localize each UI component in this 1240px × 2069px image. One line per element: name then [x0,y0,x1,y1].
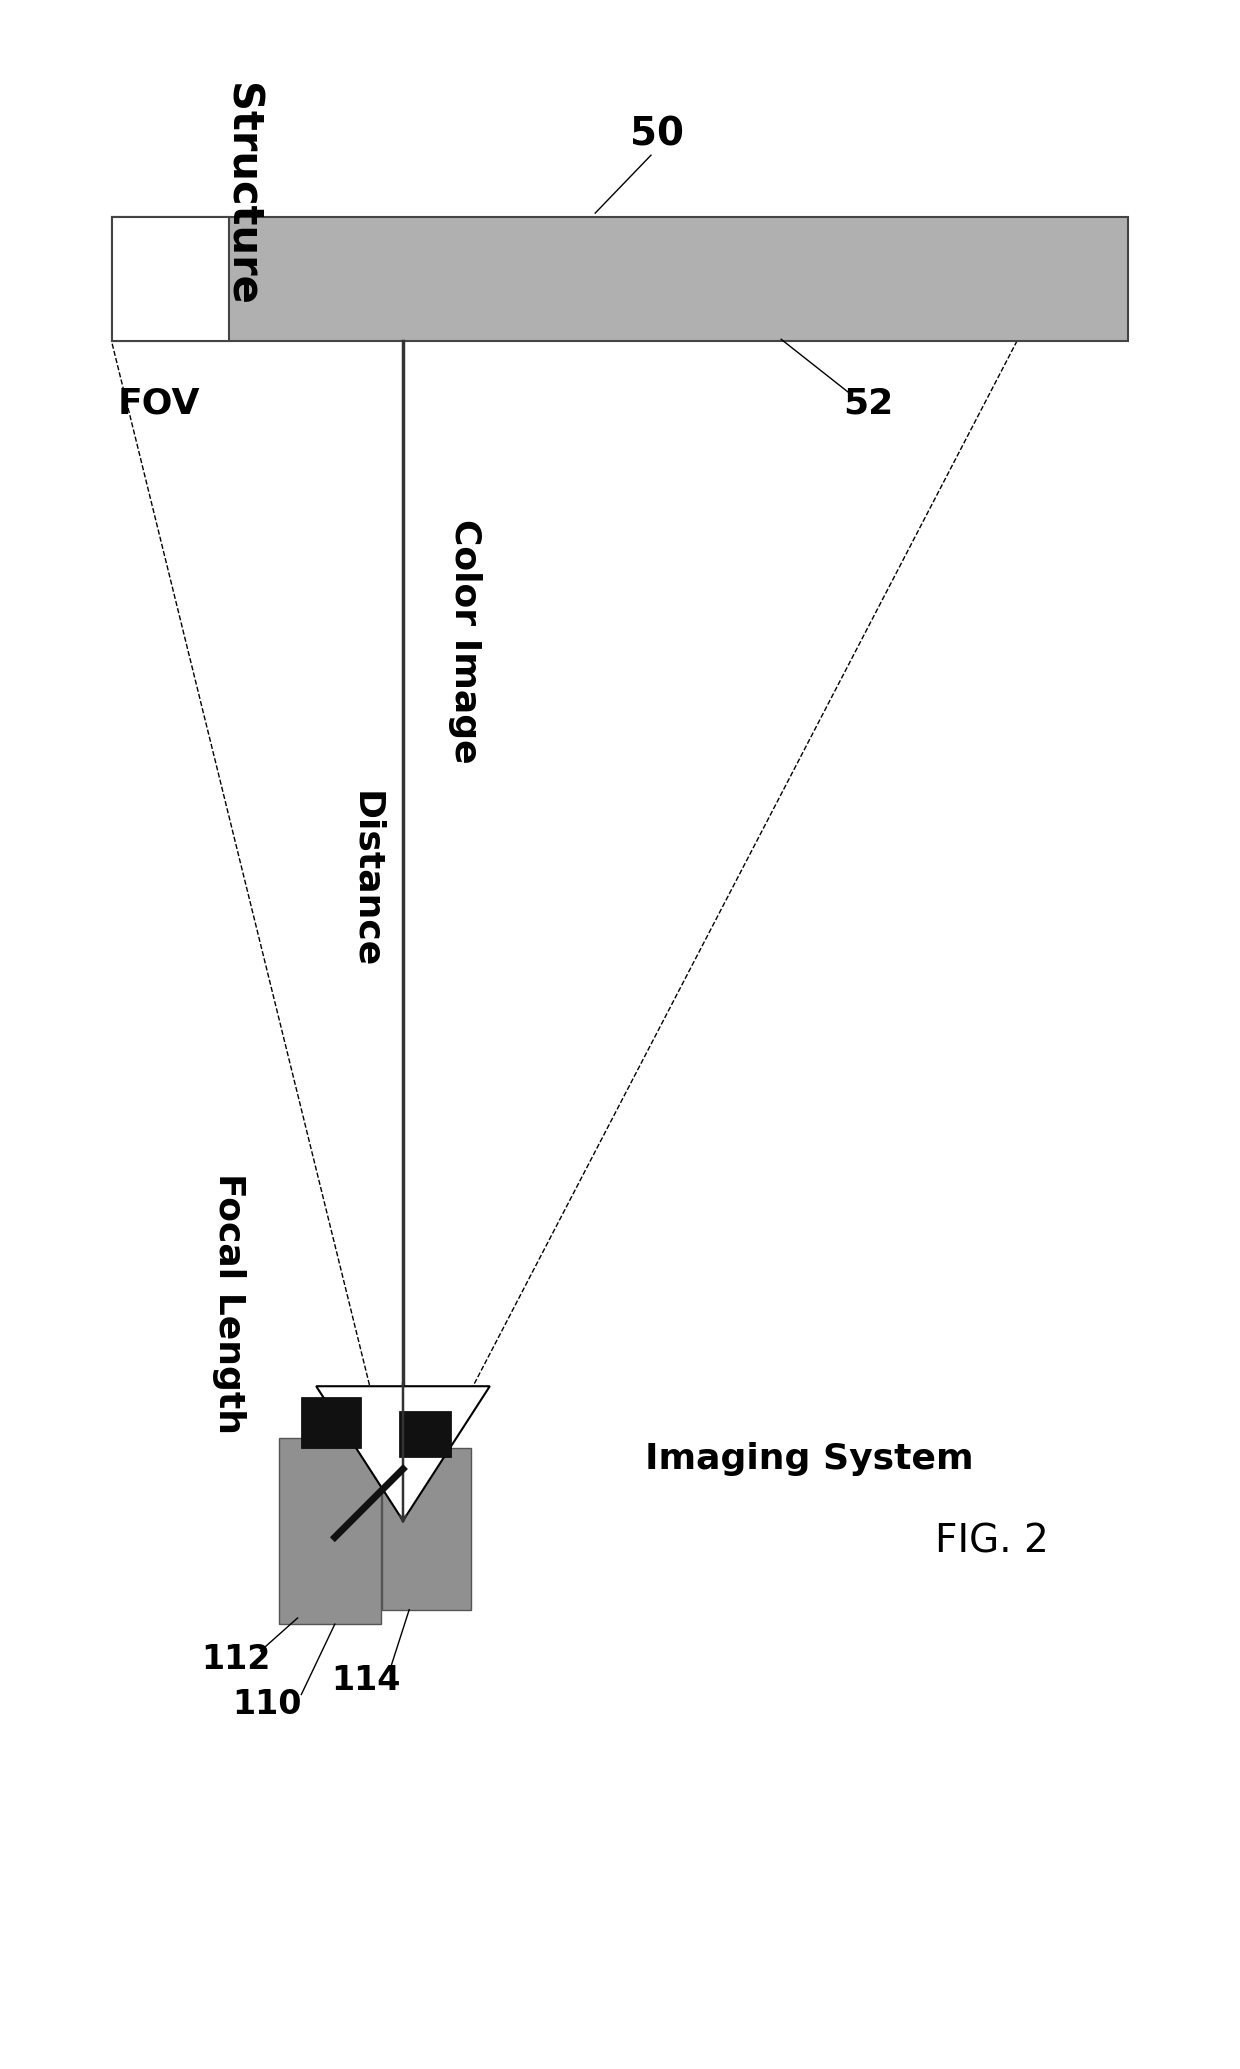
Text: Distance: Distance [348,790,383,968]
Polygon shape [316,1386,490,1521]
Bar [112,217,1128,341]
Text: FIG. 2: FIG. 2 [935,1523,1049,1560]
Text: Imaging System: Imaging System [645,1442,973,1475]
Text: 52: 52 [843,387,893,420]
Text: FOV: FOV [118,387,201,420]
Text: 112: 112 [201,1643,270,1676]
Bar [382,1448,471,1610]
Bar [301,1397,361,1448]
Text: 114: 114 [331,1663,401,1697]
Text: 110: 110 [232,1688,301,1721]
Bar [112,217,229,341]
Text: Structure: Structure [221,83,263,306]
Bar [279,1438,381,1624]
Text: 50: 50 [630,116,684,153]
Text: Focal Length: Focal Length [212,1173,247,1434]
Text: Color Image: Color Image [448,519,482,763]
Bar [399,1411,451,1457]
